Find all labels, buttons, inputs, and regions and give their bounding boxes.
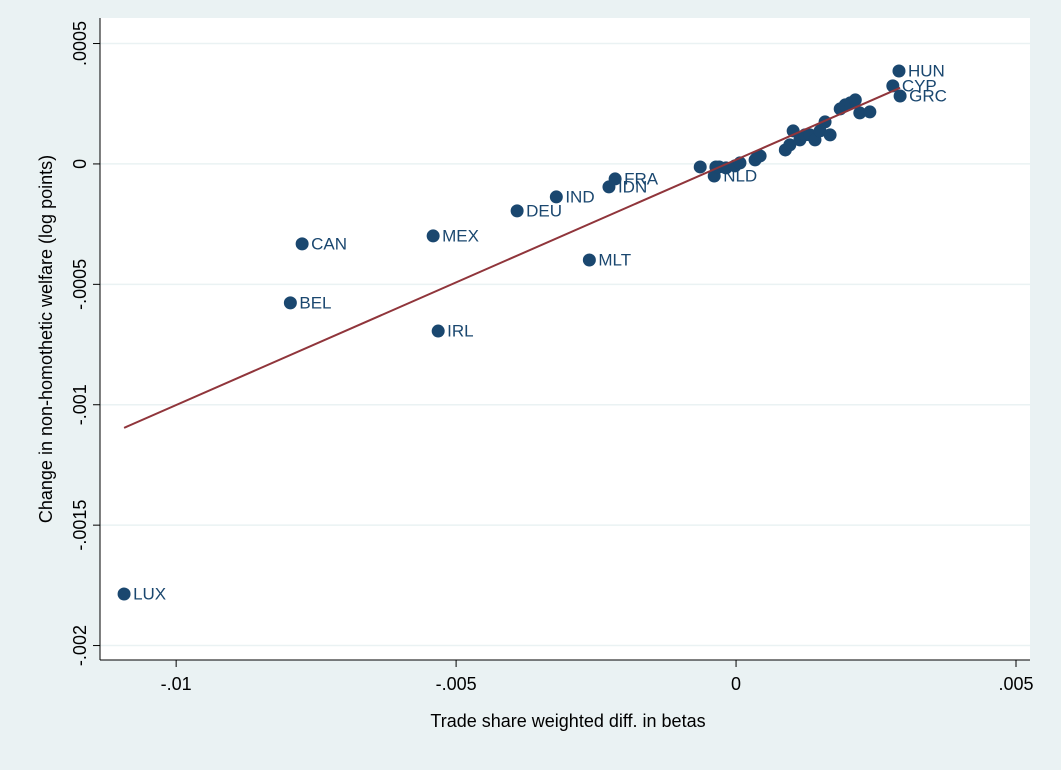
point-label: FRA: [624, 169, 659, 188]
point: [431, 324, 445, 338]
fit-line: [123, 86, 901, 429]
point: [582, 253, 596, 267]
point-label: IRL: [447, 322, 473, 341]
point-label: HUN: [908, 61, 945, 80]
point-label: DEU: [526, 201, 562, 220]
point-label: LUX: [133, 585, 166, 604]
x-tick-label: -.005: [436, 674, 477, 694]
point-label: IDN: [618, 177, 647, 196]
y-tick-label: -.0005: [70, 259, 90, 310]
point: [283, 296, 297, 310]
x-tick-label: -.01: [161, 674, 192, 694]
point: [892, 64, 906, 78]
y-tick-label: .0005: [70, 21, 90, 66]
point: [848, 93, 862, 107]
point: [117, 587, 131, 601]
point-label: MLT: [598, 250, 631, 269]
x-axis-title: Trade share weighted diff. in betas: [430, 711, 705, 731]
point-label: BEL: [299, 293, 331, 312]
point: [295, 237, 309, 251]
point-label: CAN: [311, 234, 347, 253]
point: [549, 190, 563, 204]
y-tick-label: -.0015: [70, 500, 90, 551]
point: [753, 149, 767, 163]
point: [853, 106, 867, 120]
point: [608, 172, 622, 186]
y-axis-title: Change in non-homothetic welfare (log po…: [36, 155, 56, 523]
point: [823, 128, 837, 142]
y-tick-label: 0: [70, 159, 90, 169]
x-tick-label: 0: [731, 674, 741, 694]
point-label: GRC: [909, 87, 947, 106]
point: [893, 89, 907, 103]
point-label: MEX: [442, 226, 479, 245]
point: [510, 204, 524, 218]
y-tick-label: -.001: [70, 384, 90, 425]
point: [783, 138, 797, 152]
y-tick-label: -.002: [70, 625, 90, 666]
point-label: IND: [565, 187, 594, 206]
x-tick-label: .005: [998, 674, 1033, 694]
point: [426, 229, 440, 243]
point: [863, 105, 877, 119]
point: [693, 160, 707, 174]
plot-area: [100, 18, 1030, 660]
point-label: CYP: [902, 76, 937, 95]
